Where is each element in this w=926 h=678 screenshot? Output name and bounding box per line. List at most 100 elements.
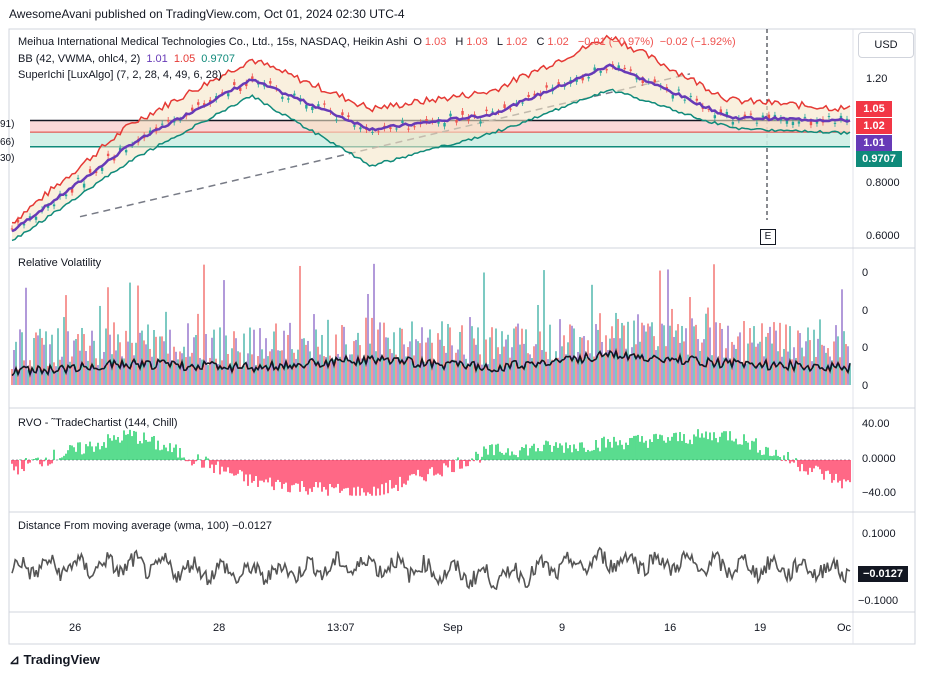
rv-panel-title[interactable]: Relative Volatility — [18, 257, 102, 269]
tradingview-logo[interactable]: ⊿ TradingView — [9, 652, 100, 667]
bb-basis-value: 1.01 — [146, 53, 168, 65]
bb-lower-value: 0.9707 — [201, 53, 235, 65]
bb-lower-line — [11, 88, 851, 242]
dma-badge: −0.0127 — [858, 566, 908, 582]
candle-body — [581, 77, 584, 81]
candle-body — [245, 82, 248, 87]
ohlc-high: H 1.03 — [455, 36, 488, 48]
rv-signal-line — [11, 347, 851, 378]
candle-body — [593, 67, 596, 71]
candle-body — [521, 102, 524, 104]
candle-body — [76, 177, 80, 179]
publisher-line: AwesomeAvani published on TradingView.co… — [9, 7, 405, 21]
candle-body — [833, 122, 837, 124]
candle-body — [16, 219, 20, 223]
candle-body — [311, 106, 314, 111]
rvo-panel — [11, 429, 851, 496]
candle-body — [227, 93, 230, 97]
rvo-tick-1: 40.00 — [862, 418, 890, 430]
left-cut-label-2: 66) — [0, 137, 15, 148]
candle-body — [100, 167, 104, 171]
dma-panel-title[interactable]: Distance From moving average (wma, 100) … — [18, 520, 273, 532]
rv-tick-2: 0 — [862, 305, 869, 317]
candle-body — [239, 87, 242, 91]
ohlc-open: O 1.03 — [413, 36, 447, 48]
candle-body — [725, 111, 729, 116]
rv-tick-1: 0 — [862, 267, 869, 279]
candle-body — [46, 205, 50, 208]
candle-body — [52, 204, 56, 207]
candle-body — [683, 99, 687, 101]
candle-body — [491, 111, 494, 113]
bb-band-fill — [12, 35, 850, 241]
candle-body — [545, 85, 548, 88]
candle-body — [443, 123, 446, 127]
left-cut-label-1: 91) — [0, 119, 15, 130]
candle-body — [221, 92, 224, 94]
candle-body — [455, 119, 458, 123]
symbol-legend[interactable]: Meihua International Medical Technologie… — [18, 36, 739, 48]
candle-body — [599, 71, 602, 73]
candle-body — [82, 183, 86, 188]
x-tick-3: 13:07 — [327, 622, 355, 634]
dma-tick-1: 0.1000 — [862, 528, 896, 540]
candle-body — [64, 194, 68, 197]
event-marker[interactable]: E — [760, 229, 776, 245]
superichi-legend[interactable]: SuperIchi [LuxAlgo] (7, 2, 28, 4, 49, 6,… — [18, 69, 225, 81]
currency-button[interactable]: USD — [858, 32, 914, 58]
candle-body — [803, 116, 807, 118]
left-cut-label-3: 30) — [0, 153, 15, 164]
candle-body — [106, 153, 110, 157]
rv-tick-3: 0 — [862, 342, 869, 354]
candle-body — [425, 119, 428, 122]
bb-upper-value: 1.05 — [173, 53, 196, 65]
candle-body — [347, 115, 350, 117]
x-tick-7: 19 — [754, 622, 767, 634]
rvo-tick-3: −40.00 — [862, 487, 896, 499]
candle-body — [413, 126, 416, 128]
dma-line — [11, 546, 851, 591]
candle-body — [671, 95, 674, 99]
candle-body — [533, 93, 536, 96]
candle-body — [281, 96, 284, 99]
candle-body — [761, 115, 765, 118]
rv-tick-4: 0 — [862, 380, 869, 392]
candle-body — [623, 67, 626, 70]
rvo-panel-title[interactable]: RVO - ˜TradeChartist (144, Chill) — [18, 417, 178, 429]
bb-legend[interactable]: BB (42, VWMA, ohlc4, 2) 1.01 1.05 0.9707 — [18, 53, 238, 65]
candle-body — [377, 131, 380, 133]
candle-body — [407, 128, 410, 130]
candle-body — [437, 120, 440, 124]
candle-body — [743, 114, 747, 117]
candle-body — [112, 157, 116, 161]
candle-body — [785, 120, 789, 124]
ohlc-close: C 1.02 — [536, 36, 569, 48]
last-price-badge: 1.02 — [856, 118, 892, 134]
candle-body — [707, 109, 711, 111]
candle-body — [118, 147, 122, 151]
candle-body — [719, 109, 723, 113]
change-value-2: −0.02 (−1.92%) — [659, 36, 736, 48]
relative-volatility-panel — [11, 263, 851, 385]
candle-body — [503, 104, 506, 108]
candle-body — [767, 114, 771, 119]
candle-body — [653, 79, 656, 83]
candle-body — [527, 94, 530, 97]
candle-body — [124, 149, 128, 153]
candle-body — [629, 69, 632, 71]
candle-body — [575, 78, 578, 82]
candle-body — [28, 216, 32, 219]
dma-tick-2: −0.1000 — [858, 595, 899, 607]
distance-ma-panel — [11, 546, 851, 591]
candle-body — [359, 127, 362, 130]
dma-value: −0.0127 — [231, 520, 273, 532]
candle-body — [94, 171, 98, 173]
candle-body — [160, 123, 164, 125]
candle-body — [191, 107, 194, 111]
candle-body — [695, 98, 699, 101]
bb-name: BB (42, VWMA, ohlc4, 2) — [18, 53, 141, 65]
candle-body — [233, 82, 236, 85]
candle-body — [461, 110, 464, 115]
price-tick-1: 1.20 — [866, 73, 888, 85]
